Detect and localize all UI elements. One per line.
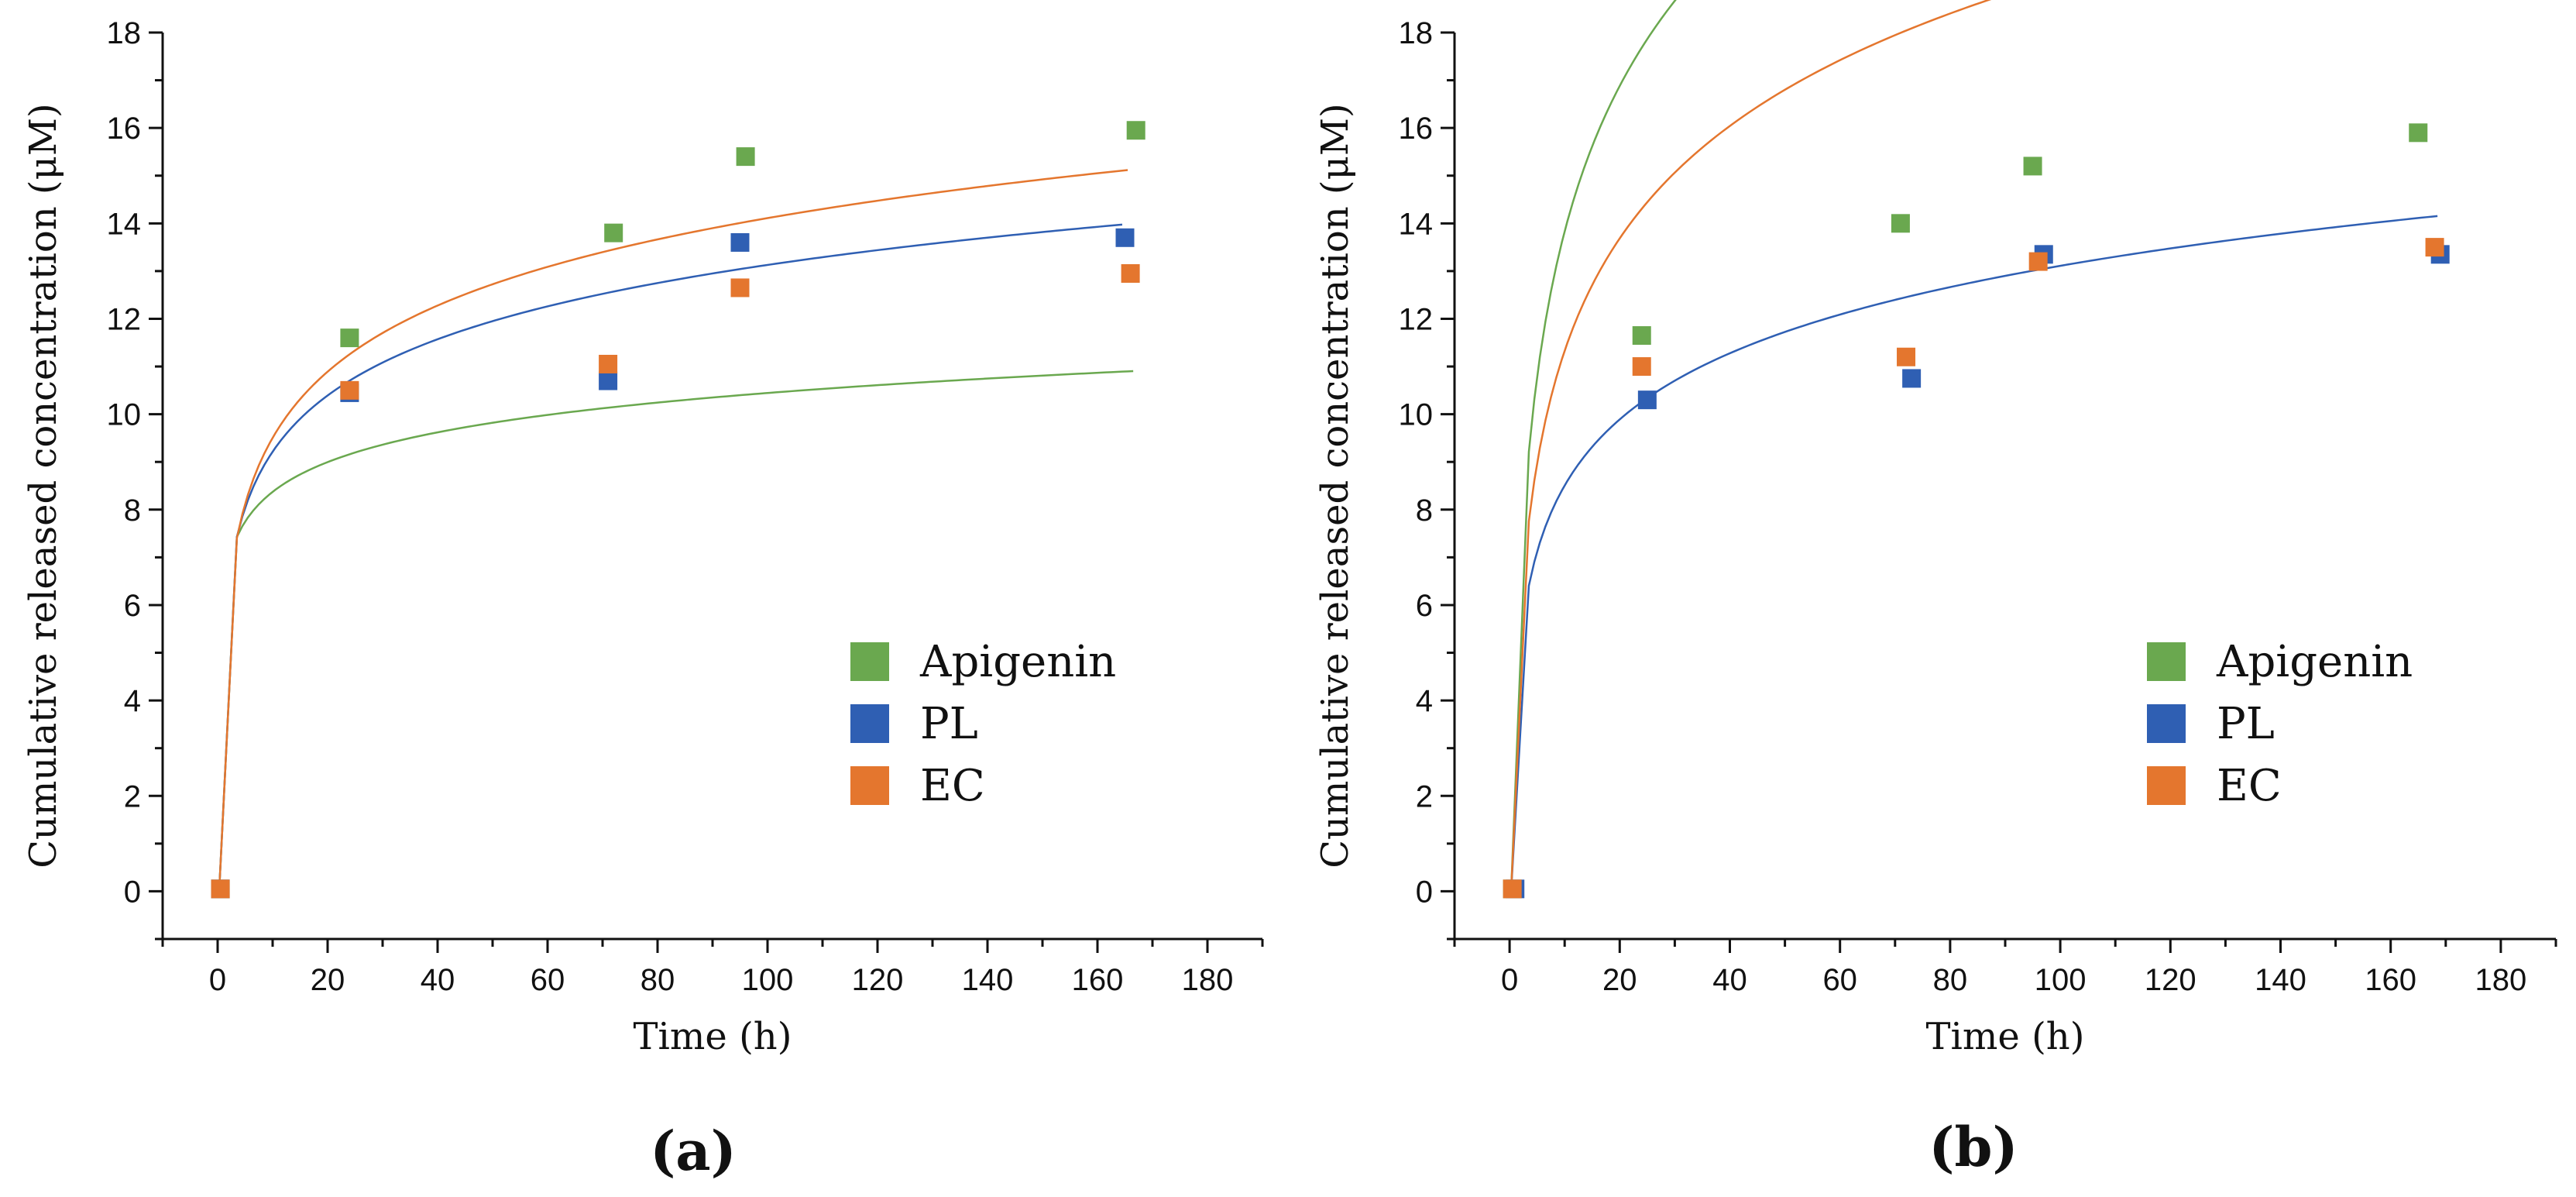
legend-label: PL	[2217, 699, 2275, 749]
x-tick-label: 100	[2035, 963, 2087, 997]
x-tick-label: 100	[742, 963, 794, 997]
data-point-apigenin	[1891, 214, 1910, 233]
legend-swatch-apigenin	[2147, 642, 2186, 681]
data-point-apigenin	[736, 147, 755, 167]
data-point-ec	[1121, 263, 1140, 283]
y-tick-label: 6	[1416, 589, 1433, 623]
y-tick-label: 12	[1399, 302, 1434, 336]
data-point-ec	[2425, 238, 2444, 257]
x-axis-title: Time (h)	[1926, 1015, 2085, 1058]
legend-label: Apigenin	[919, 637, 1116, 687]
legend-label: Apigenin	[2216, 637, 2413, 687]
data-point-ec	[211, 879, 230, 899]
y-tick-label: 0	[124, 875, 141, 909]
data-point-ec	[1632, 357, 1651, 377]
data-point-apigenin	[2409, 123, 2428, 143]
data-point-pl	[1637, 390, 1657, 410]
x-tick-label: 20	[1602, 963, 1637, 997]
data-point-pl	[599, 371, 618, 390]
y-axis-title: Cumulative released concentration (μM)	[1314, 103, 1357, 868]
legend-swatch-apigenin	[850, 642, 889, 681]
x-axis-title: Time (h)	[634, 1015, 792, 1058]
y-tick-label: 16	[107, 112, 142, 146]
data-point-ec	[1503, 879, 1522, 899]
y-tick-label: 2	[1416, 779, 1433, 813]
data-point-pl	[1115, 228, 1135, 247]
x-tick-label: 160	[1072, 963, 1124, 997]
x-tick-label: 40	[421, 963, 455, 997]
x-tick-label: 120	[852, 963, 904, 997]
data-point-pl	[730, 232, 750, 252]
y-tick-label: 10	[1399, 398, 1434, 432]
x-tick-label: 180	[1182, 963, 1234, 997]
data-point-apigenin	[2023, 157, 2042, 176]
data-point-ec	[730, 278, 750, 298]
x-tick-label: 140	[2255, 963, 2306, 997]
x-tick-label: 40	[1712, 963, 1747, 997]
y-tick-label: 14	[1399, 207, 1434, 241]
legend-label: EC	[2217, 761, 2282, 811]
x-tick-label: 20	[311, 963, 345, 997]
x-tick-label: 120	[2145, 963, 2196, 997]
y-tick-label: 8	[1416, 494, 1433, 528]
y-tick-label: 6	[124, 589, 141, 623]
fit-curve-pl	[1510, 215, 2438, 889]
fit-curve-apigenin	[218, 370, 1134, 889]
legend-swatch-pl	[850, 704, 889, 743]
fit-curve-apigenin	[1510, 0, 1677, 889]
panel-label: (b)	[1929, 1115, 2018, 1179]
y-axis-title: Cumulative released concentration (μM)	[22, 103, 65, 868]
data-point-ec	[599, 354, 618, 373]
x-tick-label: 0	[209, 963, 226, 997]
y-tick-label: 12	[107, 302, 142, 336]
fit-curve-ec	[218, 169, 1128, 889]
y-tick-label: 4	[1416, 684, 1433, 718]
x-tick-label: 0	[1501, 963, 1518, 997]
x-tick-label: 180	[2475, 963, 2527, 997]
legend-swatch-ec	[2147, 766, 2186, 805]
data-point-ec	[340, 380, 359, 400]
y-tick-label: 14	[107, 207, 142, 241]
y-tick-label: 8	[124, 494, 141, 528]
data-point-pl	[1902, 369, 1922, 388]
y-tick-label: 18	[1399, 16, 1434, 50]
y-tick-label: 0	[1416, 875, 1433, 909]
legend-label: PL	[920, 699, 978, 749]
data-point-apigenin	[1126, 121, 1145, 140]
data-point-apigenin	[340, 328, 359, 348]
y-tick-label: 18	[107, 16, 142, 50]
panel-label: (a)	[650, 1119, 737, 1183]
x-tick-label: 80	[1933, 963, 1968, 997]
legend-label: EC	[920, 761, 985, 811]
data-point-ec	[2028, 252, 2048, 271]
fit-curve-pl	[218, 223, 1123, 889]
legend-swatch-pl	[2147, 704, 2186, 743]
x-tick-label: 60	[531, 963, 565, 997]
y-tick-label: 16	[1399, 112, 1434, 146]
data-point-apigenin	[604, 223, 623, 242]
x-tick-label: 140	[962, 963, 1014, 997]
data-point-apigenin	[1632, 326, 1651, 346]
legend-swatch-ec	[850, 766, 889, 805]
x-tick-label: 160	[2365, 963, 2416, 997]
fit-curve-ec	[1510, 0, 1992, 889]
data-point-ec	[1897, 347, 1916, 366]
y-tick-label: 4	[124, 684, 141, 718]
y-tick-label: 10	[107, 398, 142, 432]
x-tick-label: 80	[641, 963, 675, 997]
y-tick-label: 2	[124, 779, 141, 813]
x-tick-label: 60	[1822, 963, 1857, 997]
